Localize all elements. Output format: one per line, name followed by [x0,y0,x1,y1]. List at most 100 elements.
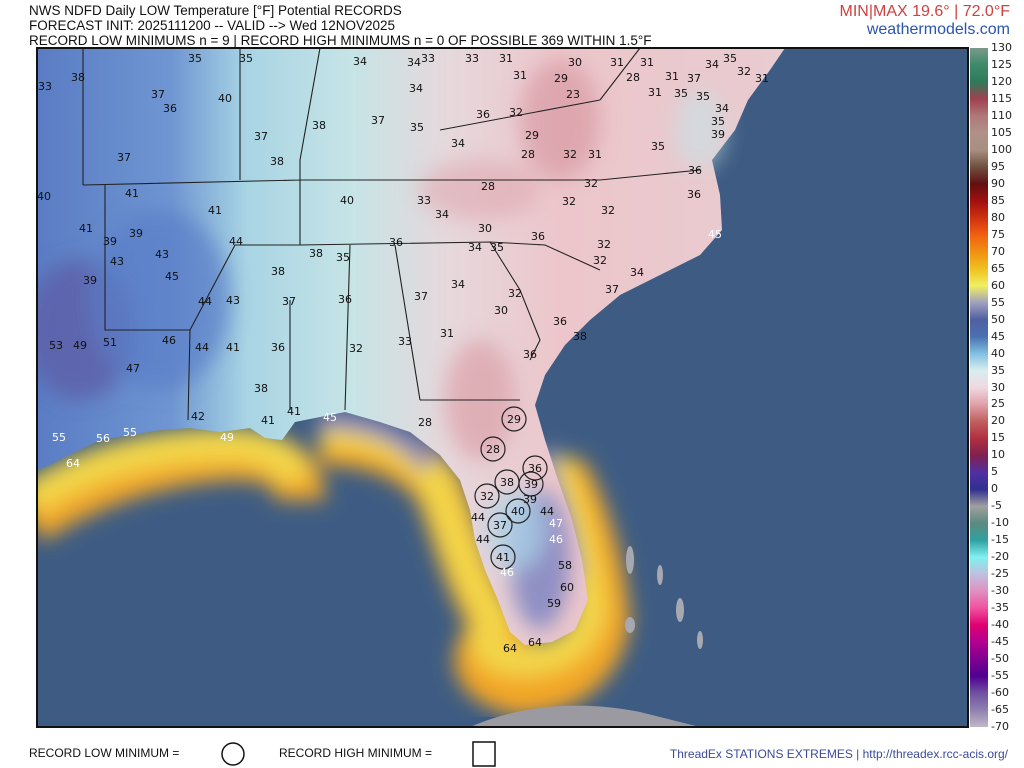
record-low-circle-icon [221,742,245,766]
colorbar-tick-label: -15 [991,533,1009,547]
record-low-legend: RECORD LOW MINIMUM = [29,746,180,760]
station-temperature-label: 34 [409,82,423,95]
station-temperature-label: 38 [573,330,587,343]
colorbar-tick-label: 115 [991,91,1012,105]
station-temperature-label: 46 [162,334,176,347]
station-temperature-label: 39 [83,274,97,287]
colorbar-tick-label: -30 [991,584,1009,598]
station-temperature-label: 34 [407,56,421,69]
station-temperature-label: 31 [499,52,513,65]
colorbar-tick-label: 60 [991,278,1005,292]
bahamas-islands [625,546,703,649]
station-temperature-label: 29 [554,72,568,85]
station-temperature-label: 49 [73,339,87,352]
station-temperature-label: 31 [755,72,769,85]
station-temperature-label: 60 [560,581,574,594]
colorbar-tick-label: 55 [991,295,1005,309]
colorbar-tick-label: 100 [991,142,1012,156]
station-temperature-label: 38 [309,247,323,260]
station-temperature-label: 34 [705,58,719,71]
station-temperature-label: 35 [711,115,725,128]
station-temperature-label: 28 [626,71,640,84]
station-temperature-label: 41 [125,187,139,200]
station-temperature-label: 41 [496,551,510,564]
station-temperature-label: 41 [208,204,222,217]
station-temperature-label: 34 [451,137,465,150]
station-temperature-label: 43 [110,255,124,268]
colorbar-tick-label: 0 [991,482,998,496]
station-temperature-label: 38 [312,119,326,132]
station-temperature-label: 35 [336,251,350,264]
station-temperature-label: 34 [435,208,449,221]
state-borders [82,48,701,421]
station-temperature-label: 36 [687,188,701,201]
station-temperature-label: 44 [195,341,209,354]
station-temperature-label: 46 [549,533,563,546]
station-temperature-label: 47 [126,362,140,375]
station-temperature-label: 37 [254,130,268,143]
colorbar-tick-label: -45 [991,635,1009,649]
colorbar-tick-label: 125 [991,57,1012,71]
station-temperature-label: 44 [540,505,554,518]
colorbar-tick-label: 120 [991,74,1012,88]
station-temperature-label: 53 [49,339,63,352]
station-temperature-label: 45 [708,228,722,241]
station-temperature-label: 43 [155,248,169,261]
station-temperature-label: 40 [511,505,525,518]
min-max-readout: MIN|MAX 19.6° | 72.0°F [839,3,1011,20]
station-temperature-label: 40 [37,190,51,203]
station-temperature-label: 31 [513,69,527,82]
record-low-marker [487,512,513,538]
colorbar-tick-label: -10 [991,516,1009,530]
station-temperature-label: 35 [696,90,710,103]
station-temperature-label: 36 [553,315,567,328]
station-temperature-label: 32 [593,254,607,267]
colorbar-tick-label: 65 [991,261,1005,275]
station-temperature-label: 41 [79,222,93,235]
station-temperature-label: 56 [96,432,110,445]
colorbar-tick-label: -60 [991,686,1009,700]
station-temperature-label: 31 [588,148,602,161]
station-temperature-label: 32 [349,342,363,355]
station-temperature-label: 35 [651,140,665,153]
record-low-marker [490,544,516,570]
station-temperature-label: 38 [71,71,85,84]
station-temperature-label: 45 [165,270,179,283]
station-temperature-label: 44 [229,235,243,248]
station-temperature-label: 44 [198,295,212,308]
temperature-shading [37,60,725,630]
station-temperature-label: 35 [410,121,424,134]
map-title: NWS NDFD Daily LOW Temperature [°F] Pote… [29,3,402,18]
station-temperature-label: 41 [226,341,240,354]
station-temperature-label: 30 [494,304,508,317]
station-temperature-label: 40 [218,92,232,105]
colorbar-tick-label: 80 [991,210,1005,224]
station-temperature-label: 39 [103,235,117,248]
station-temperature-label: 28 [486,443,500,456]
colorbar-tick-label: 25 [991,397,1005,411]
station-temperature-label: 23 [566,88,580,101]
station-temperature-label: 45 [323,411,337,424]
station-temperature-label: 30 [568,56,582,69]
station-temperature-label: 29 [507,413,521,426]
colorbar-tick-label: -40 [991,618,1009,632]
station-temperature-label: 36 [523,348,537,361]
colorbar-tick-label: 95 [991,159,1005,173]
station-temperature-label: 32 [584,177,598,190]
station-temperature-label: 38 [254,382,268,395]
colorbar-tick-label: 85 [991,193,1005,207]
station-temperature-label: 37 [493,519,507,532]
station-temperature-label: 31 [665,70,679,83]
station-temperature-label: 37 [117,151,131,164]
station-temperature-label: 37 [282,295,296,308]
colorbar-tick-label: 50 [991,312,1005,326]
station-temperature-label: 32 [508,287,522,300]
colorbar-tick-label: -70 [991,720,1009,733]
station-temperature-label: 33 [421,52,435,65]
station-temperature-label: 34 [630,266,644,279]
colorbar-tick-label: -50 [991,652,1009,666]
station-temperature-label: 32 [509,106,523,119]
record-counts-line: RECORD LOW MINIMUMS n = 9 | RECORD HIGH … [29,33,652,48]
